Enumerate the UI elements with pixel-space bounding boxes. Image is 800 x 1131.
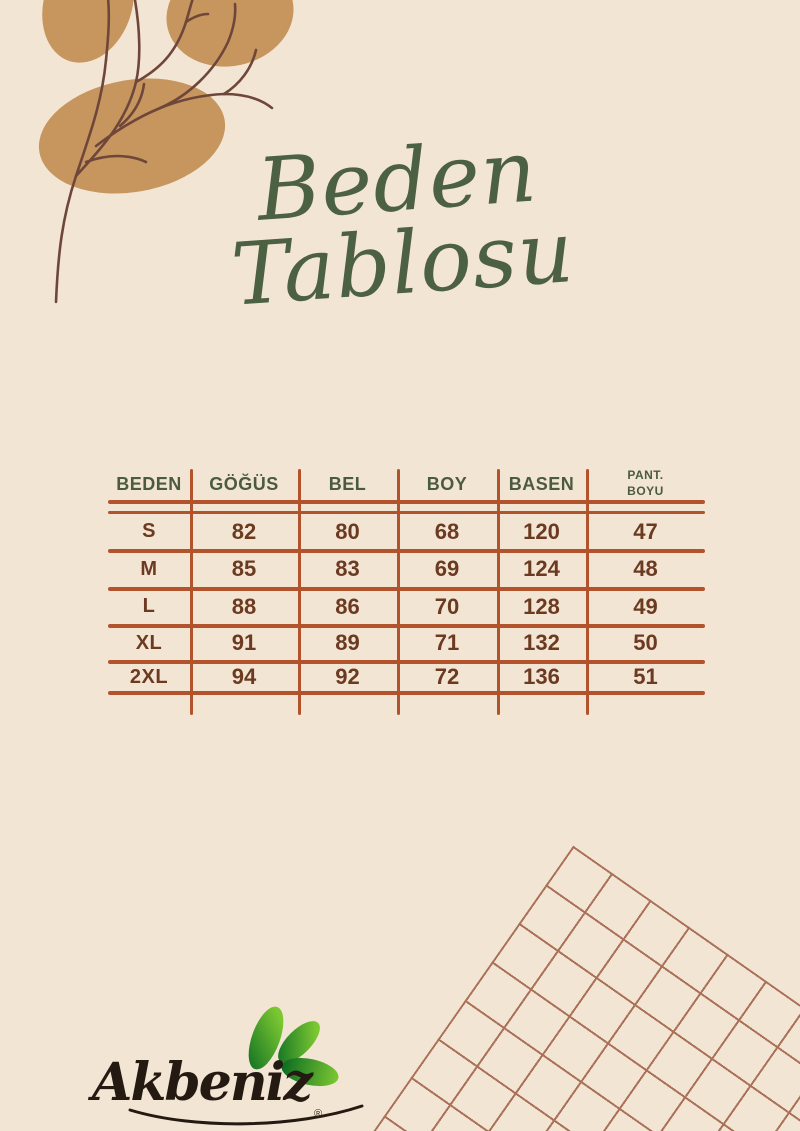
measurement-value: 88 [231,593,257,619]
measurement-value: 80 [335,518,360,544]
measurement-value: 136 [523,664,560,689]
size-label: 2XL [129,665,169,688]
brand-name: Akbeniz [92,1052,313,1113]
table-vertical-rule [298,469,301,715]
table-horizontal-rule [108,660,705,664]
size-label: XL [135,631,163,654]
size-table-cells: BEDEN GÖĞÜS BEL BOY BASEN PANT. BOYU S 82 80 68 12… [108,467,705,719]
size-label: S [142,520,156,542]
table-horizontal-rule [108,511,705,514]
table-horizontal-rule [108,691,705,695]
table-vertical-rule [397,469,400,715]
table-vertical-rule [586,469,589,715]
table-vertical-rule [190,469,193,715]
column-header: GÖĞÜS [209,473,279,494]
table-horizontal-rule [108,624,705,628]
column-header: BEL [328,473,367,494]
measurement-value: 94 [231,664,257,689]
measurement-value: 120 [523,518,560,544]
measurement-value: 82 [231,518,257,544]
table-horizontal-rule [108,587,705,591]
measurement-value: 91 [231,630,257,655]
measurement-value: 72 [434,664,460,689]
measurement-value: 70 [434,593,460,619]
measurement-value: 69 [434,556,460,581]
measurement-value: 49 [633,593,658,619]
size-label: M [140,557,158,580]
measurement-value: 89 [335,630,360,655]
measurement-value: 47 [633,518,658,544]
brand-logo: Akbeniz ® [80,1000,420,1130]
measurement-value: 132 [523,630,560,655]
column-header: BOY [426,473,468,494]
measurement-value: 85 [231,556,257,581]
measurement-value: 128 [523,593,560,619]
table-vertical-rule [497,469,500,715]
measurement-value: 83 [335,556,360,581]
table-horizontal-rule [108,500,705,504]
measurement-value: 86 [335,593,360,619]
measurement-value: 48 [633,556,658,581]
registered-trademark: ® [314,1108,323,1120]
branch-lines [54,0,274,304]
measurement-value: 124 [523,556,560,581]
size-label: L [142,595,156,617]
tan-blob [166,0,294,67]
measurement-value: 71 [434,630,460,655]
column-header: PANT. BOYU [627,468,664,498]
measurement-value: 68 [434,518,460,544]
measurement-value: 92 [335,664,360,689]
measurement-value: 51 [633,664,658,689]
measurement-value: 50 [633,630,658,655]
logo-leaves-icon [248,1006,339,1087]
column-header: BEDEN [116,473,182,494]
branch-leaves-decoration [38,0,294,304]
tan-blob [42,0,134,63]
logo-swoosh [128,1104,364,1126]
table-horizontal-rule [108,549,705,553]
column-header: BASEN [508,473,575,494]
size-chart-table: BEDEN GÖĞÜS BEL BOY BASEN PANT. BOYU S 82 80 68 12… [108,467,705,719]
